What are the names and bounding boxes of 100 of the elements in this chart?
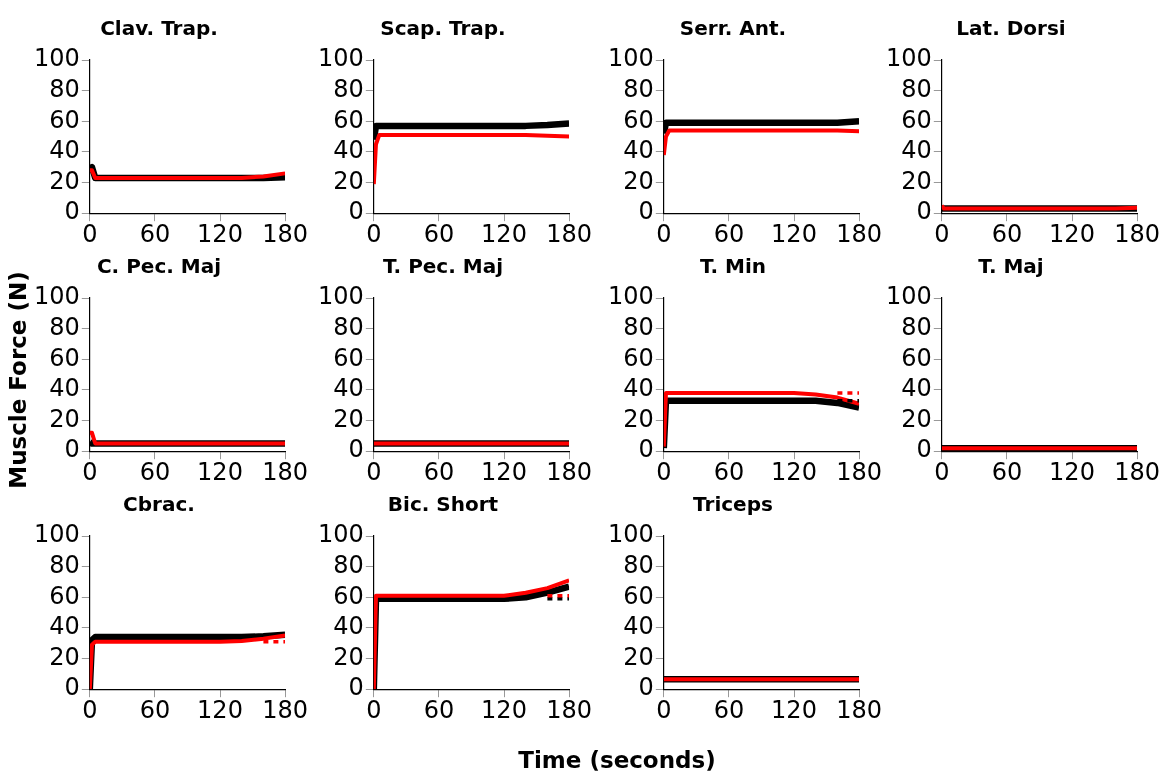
x-tick-label: 180 <box>262 219 308 248</box>
y-tick-label: 20 <box>333 642 364 671</box>
x-tick-label: 0 <box>656 695 672 724</box>
x-tick-label: 120 <box>481 695 527 724</box>
y-tick-label: 40 <box>623 612 654 641</box>
y-tick-label: 60 <box>623 581 654 610</box>
y-tick-label: 100 <box>608 44 654 73</box>
y-tick-label: 20 <box>333 166 364 195</box>
y-tick-label: 40 <box>901 374 932 403</box>
y-tick-label: 100 <box>886 44 932 73</box>
x-tick-label: 180 <box>836 695 882 724</box>
y-tick-label: 0 <box>64 435 80 464</box>
y-tick-label: 60 <box>333 581 364 610</box>
x-tick-label: 120 <box>197 219 243 248</box>
x-tick-label: 180 <box>262 695 308 724</box>
chart-title: Scap. Trap. <box>380 16 506 41</box>
y-tick-label: 80 <box>901 74 932 103</box>
y-tick-label: 80 <box>49 74 80 103</box>
x-tick-label: 60 <box>139 457 171 486</box>
y-tick-label: 80 <box>49 550 80 579</box>
y-tick-label: 0 <box>916 197 932 226</box>
chart-title: Cbrac. <box>123 492 195 517</box>
y-tick-label: 0 <box>638 673 654 702</box>
x-tick-label: 180 <box>262 457 308 486</box>
x-tick-label: 180 <box>546 695 592 724</box>
x-tick-label: 120 <box>197 695 243 724</box>
x-tick-label: 180 <box>1114 219 1160 248</box>
y-tick-label: 60 <box>333 343 364 372</box>
y-tick-label: 40 <box>49 136 80 165</box>
x-tick-label: 180 <box>1114 457 1160 486</box>
x-tick-label: 0 <box>934 457 950 486</box>
y-tick-label: 20 <box>901 404 932 433</box>
x-tick-label: 0 <box>82 219 98 248</box>
x-tick-label: 0 <box>366 457 382 486</box>
x-tick-label: 60 <box>991 219 1023 248</box>
y-tick-label: 40 <box>901 136 932 165</box>
x-tick-label: 120 <box>481 457 527 486</box>
y-tick-label: 60 <box>901 105 932 134</box>
y-tick-label: 20 <box>901 166 932 195</box>
y-tick-label: 0 <box>64 673 80 702</box>
x-axis-title: Time (seconds) <box>518 747 716 773</box>
y-tick-label: 100 <box>34 44 80 73</box>
y-tick-label: 80 <box>333 312 364 341</box>
y-tick-label: 80 <box>49 312 80 341</box>
y-tick-label: 60 <box>901 343 932 372</box>
x-tick-label: 60 <box>713 695 745 724</box>
y-tick-label: 40 <box>49 612 80 641</box>
y-tick-label: 20 <box>623 166 654 195</box>
chart-title: T. Min <box>699 254 767 279</box>
x-tick-label: 60 <box>139 219 171 248</box>
y-tick-label: 20 <box>49 404 80 433</box>
y-tick-label: 20 <box>623 404 654 433</box>
y-tick-label: 60 <box>623 343 654 372</box>
x-tick-label: 60 <box>991 457 1023 486</box>
y-tick-label: 100 <box>34 520 80 549</box>
y-tick-label: 20 <box>623 642 654 671</box>
y-tick-label: 20 <box>49 166 80 195</box>
x-tick-label: 120 <box>481 219 527 248</box>
y-tick-label: 40 <box>333 612 364 641</box>
y-tick-label: 40 <box>333 136 364 165</box>
y-tick-label: 60 <box>49 105 80 134</box>
y-axis-title: Muscle Force (N) <box>5 271 31 489</box>
y-tick-label: 60 <box>49 581 80 610</box>
y-tick-label: 0 <box>348 197 364 226</box>
y-tick-label: 100 <box>608 520 654 549</box>
x-tick-label: 180 <box>546 457 592 486</box>
x-tick-label: 0 <box>366 695 382 724</box>
y-tick-label: 60 <box>623 105 654 134</box>
chart-title: Bic. Short <box>387 492 499 517</box>
x-tick-label: 120 <box>197 457 243 486</box>
y-tick-label: 100 <box>34 282 80 311</box>
y-tick-label: 40 <box>333 374 364 403</box>
y-tick-label: 0 <box>348 435 364 464</box>
x-tick-label: 60 <box>713 219 745 248</box>
y-tick-label: 80 <box>333 74 364 103</box>
x-tick-label: 120 <box>771 219 817 248</box>
y-tick-label: 0 <box>916 435 932 464</box>
y-tick-label: 100 <box>318 282 364 311</box>
x-tick-label: 0 <box>656 219 672 248</box>
x-tick-label: 0 <box>82 457 98 486</box>
y-tick-label: 60 <box>333 105 364 134</box>
y-tick-label: 100 <box>318 44 364 73</box>
x-tick-label: 0 <box>366 219 382 248</box>
y-tick-label: 80 <box>623 74 654 103</box>
chart-title: C. Pec. Maj <box>96 254 222 279</box>
y-tick-label: 0 <box>64 197 80 226</box>
y-tick-label: 80 <box>623 312 654 341</box>
chart-title: Clav. Trap. <box>100 16 218 41</box>
x-tick-label: 0 <box>82 695 98 724</box>
x-tick-label: 120 <box>771 457 817 486</box>
y-tick-label: 100 <box>318 520 364 549</box>
y-tick-label: 40 <box>623 136 654 165</box>
y-tick-label: 80 <box>623 550 654 579</box>
chart-title: Triceps <box>693 492 773 517</box>
x-tick-label: 60 <box>423 695 455 724</box>
x-tick-label: 60 <box>423 457 455 486</box>
x-tick-label: 0 <box>934 219 950 248</box>
y-tick-label: 60 <box>49 343 80 372</box>
y-tick-label: 20 <box>333 404 364 433</box>
y-tick-label: 80 <box>333 550 364 579</box>
